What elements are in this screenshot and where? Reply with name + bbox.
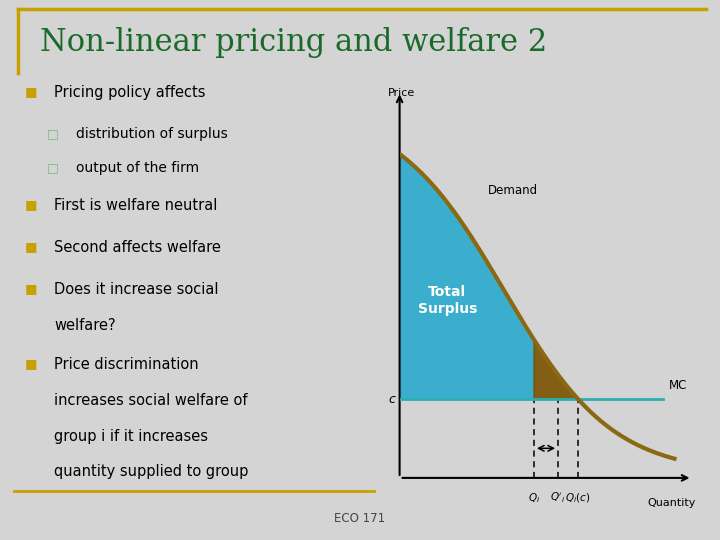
Text: ■: ■ — [25, 282, 37, 295]
Text: quantity supplied to group: quantity supplied to group — [54, 464, 253, 479]
Text: Does it increase social: Does it increase social — [54, 282, 218, 297]
Text: ■: ■ — [25, 85, 37, 98]
Text: Non-linear pricing and welfare 2: Non-linear pricing and welfare 2 — [40, 27, 547, 58]
Text: increases social welfare of: increases social welfare of — [54, 393, 248, 408]
Text: ■: ■ — [25, 357, 37, 370]
Text: Price discrimination: Price discrimination — [54, 357, 199, 373]
Text: ECO 171: ECO 171 — [334, 511, 386, 525]
Polygon shape — [534, 340, 578, 399]
Text: $Q'_i$: $Q'_i$ — [550, 491, 566, 505]
Text: i: i — [687, 464, 691, 479]
Text: c: c — [388, 393, 395, 406]
Text: □: □ — [47, 161, 58, 174]
Text: MC: MC — [668, 379, 687, 392]
Text: distribution of surplus: distribution of surplus — [76, 127, 228, 141]
Text: Demand: Demand — [488, 184, 539, 197]
Text: Total
Surplus: Total Surplus — [418, 286, 477, 315]
Text: ■: ■ — [25, 198, 37, 212]
Text: $Q_i(c)$: $Q_i(c)$ — [565, 492, 590, 505]
Text: welfare?: welfare? — [54, 318, 116, 333]
Text: ■: ■ — [25, 240, 37, 253]
Text: Price: Price — [387, 87, 415, 98]
Text: Quantity: Quantity — [647, 498, 696, 508]
Text: group i if it increases: group i if it increases — [54, 429, 208, 444]
Text: Pricing policy affects: Pricing policy affects — [54, 85, 205, 100]
Text: output of the firm: output of the firm — [76, 161, 199, 175]
Text: □: □ — [47, 127, 58, 140]
Text: Second affects welfare: Second affects welfare — [54, 240, 221, 255]
Polygon shape — [401, 155, 534, 399]
Text: First is welfare neutral: First is welfare neutral — [54, 198, 217, 213]
Text: $Q_i$: $Q_i$ — [528, 491, 540, 505]
